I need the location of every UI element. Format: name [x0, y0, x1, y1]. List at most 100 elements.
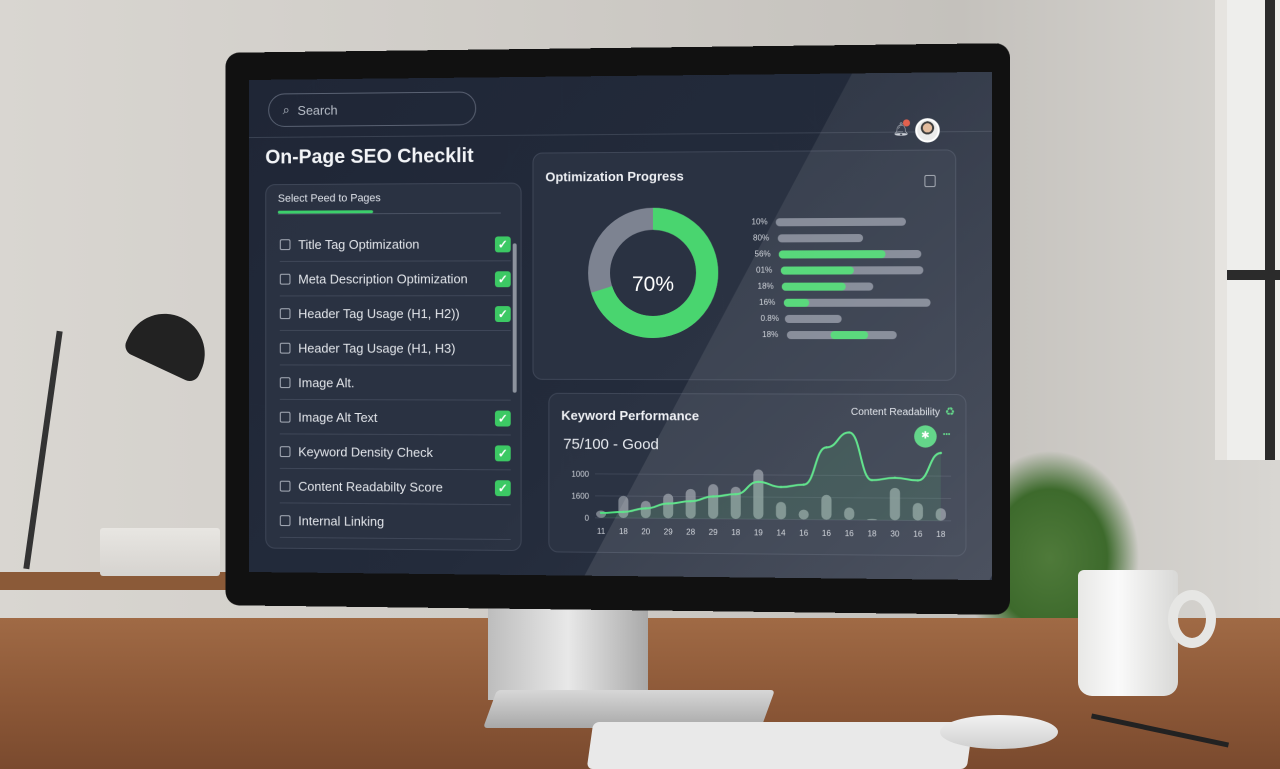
page-title: On-Page SEO Checklit — [265, 145, 474, 169]
recycle-icon[interactable]: ♻ — [944, 406, 956, 419]
gridline — [595, 474, 951, 476]
x-tick-label: 18 — [619, 527, 628, 536]
progress-percent: 70% — [631, 272, 675, 296]
checklist-item-label: Meta Description Optimization — [298, 271, 468, 287]
keyword-title: Keyword Performance — [561, 407, 700, 424]
x-tick-label: 14 — [777, 528, 787, 537]
bar-label: 0.8% — [760, 313, 780, 323]
keyword-chart: 0 1600 1000 11 18 20 29 28 29 18 19 14 16 16 16 18 30 16 1… — [571, 394, 967, 539]
mouse — [940, 715, 1058, 749]
x-tick-label: 18 — [731, 528, 741, 537]
progress-bar — [784, 314, 842, 323]
chart-bar — [798, 509, 809, 520]
progress-bar — [775, 217, 906, 227]
keyword-score: 75/100 - Good — [563, 435, 659, 454]
chart-point — [916, 479, 920, 482]
tab-select-pages[interactable]: Select Peed to Pages — [277, 192, 381, 205]
x-tick-label: 18 — [936, 530, 946, 539]
check-icon: ✓ — [494, 305, 511, 322]
bar-label: 56% — [754, 249, 771, 259]
chart-bar — [618, 495, 628, 518]
bar-label: 18% — [762, 330, 779, 340]
desk-lamp-head — [122, 300, 218, 385]
avatar[interactable] — [915, 118, 940, 143]
checklist-item[interactable]: Meta Description Optimization ✓ — [279, 262, 511, 297]
chart-point — [893, 476, 897, 480]
chart-point — [847, 431, 851, 434]
notification-badge — [902, 119, 911, 127]
checkbox[interactable] — [279, 308, 291, 320]
chart-area — [601, 431, 941, 521]
chart-point — [621, 510, 625, 513]
y-tick-label: 0 — [585, 514, 590, 523]
checkbox[interactable] — [279, 480, 291, 492]
window — [1215, 0, 1280, 460]
x-tick-label: 16 — [822, 529, 832, 538]
books — [100, 528, 220, 576]
chart-point — [600, 512, 603, 515]
chart-point — [939, 451, 943, 455]
monitor-stand — [488, 600, 648, 700]
screen: ⌕ Search 🔔︎ On-Page SEO Checklit Select … — [248, 71, 993, 581]
checklist-item[interactable]: Content Readabilty Score ✓ — [279, 469, 511, 506]
chart-point — [734, 492, 737, 496]
x-tick-label: 16 — [799, 529, 809, 538]
header-divider — [248, 130, 993, 139]
chart-point — [757, 480, 760, 484]
checklist-item[interactable]: Image Alt Text ✓ — [279, 400, 511, 436]
check-icon: ✓ — [494, 270, 511, 287]
checklist-item-label: Internal Linking — [298, 513, 385, 529]
checkbox[interactable] — [279, 239, 291, 251]
search-icon: ⌕ — [282, 102, 290, 118]
tab-divider — [277, 212, 501, 215]
x-tick-label: 16 — [913, 530, 923, 539]
more-icon[interactable]: ••• — [942, 431, 951, 439]
progress-bar-fill — [778, 250, 886, 259]
search-input[interactable]: ⌕ Search — [268, 91, 477, 128]
scrollbar[interactable] — [512, 243, 517, 393]
x-tick-label: 29 — [709, 528, 719, 537]
checklist-item[interactable]: Title Tag Optimization ✓ — [279, 227, 511, 262]
progress-bar-fill — [780, 266, 855, 275]
checkbox[interactable] — [279, 377, 291, 389]
expand-icon[interactable] — [924, 174, 936, 188]
chart-point — [711, 495, 715, 498]
checkbox[interactable] — [279, 273, 291, 285]
checklist-item[interactable]: Internal Linking — [279, 504, 511, 541]
progress-bar-fill — [781, 282, 846, 291]
checklist-item[interactable]: Image Alt. — [279, 366, 511, 401]
x-tick-label: 28 — [686, 528, 696, 537]
checklist-item-label: Content Readabilty Score — [298, 478, 443, 495]
bar-label: 16% — [759, 297, 776, 307]
chart-point — [666, 502, 670, 505]
chart-point — [802, 483, 805, 486]
checklist-item[interactable]: Header Tag Usage (H1, H2)) ✓ — [279, 297, 511, 331]
checklist-item-label: Keyword Density Check — [298, 444, 433, 460]
chart-point — [870, 478, 874, 482]
checklist-item-label: Header Tag Usage (H1, H3) — [298, 340, 456, 356]
checkbox[interactable] — [279, 515, 291, 527]
checkbox[interactable] — [279, 446, 291, 458]
checklist-item[interactable]: Header Tag Usage (H1, H3) — [279, 331, 511, 366]
check-icon: ✓ — [494, 410, 511, 427]
bar-label: 10% — [751, 217, 768, 227]
keyboard — [586, 722, 974, 769]
checkbox[interactable] — [279, 411, 291, 423]
optimization-title: Optimization Progress — [545, 168, 684, 185]
x-tick-label: 16 — [845, 529, 855, 538]
bar-label: 80% — [752, 233, 770, 243]
x-tick-label: 20 — [641, 527, 650, 536]
progress-bar-fill — [830, 331, 869, 340]
chart-bar — [596, 510, 607, 519]
check-icon: ✓ — [494, 444, 511, 461]
progress-bar — [783, 298, 931, 307]
bar-label: 18% — [757, 281, 774, 291]
checklist-item[interactable]: Keyword Density Check ✓ — [279, 435, 511, 471]
check-icon: ✓ — [494, 479, 511, 496]
chart-bar — [708, 484, 719, 519]
chart-point — [643, 506, 647, 509]
checkbox[interactable] — [279, 342, 291, 354]
side-table — [0, 572, 245, 590]
progress-bar — [780, 266, 923, 275]
sparkle-button[interactable]: ✱ — [914, 425, 937, 448]
